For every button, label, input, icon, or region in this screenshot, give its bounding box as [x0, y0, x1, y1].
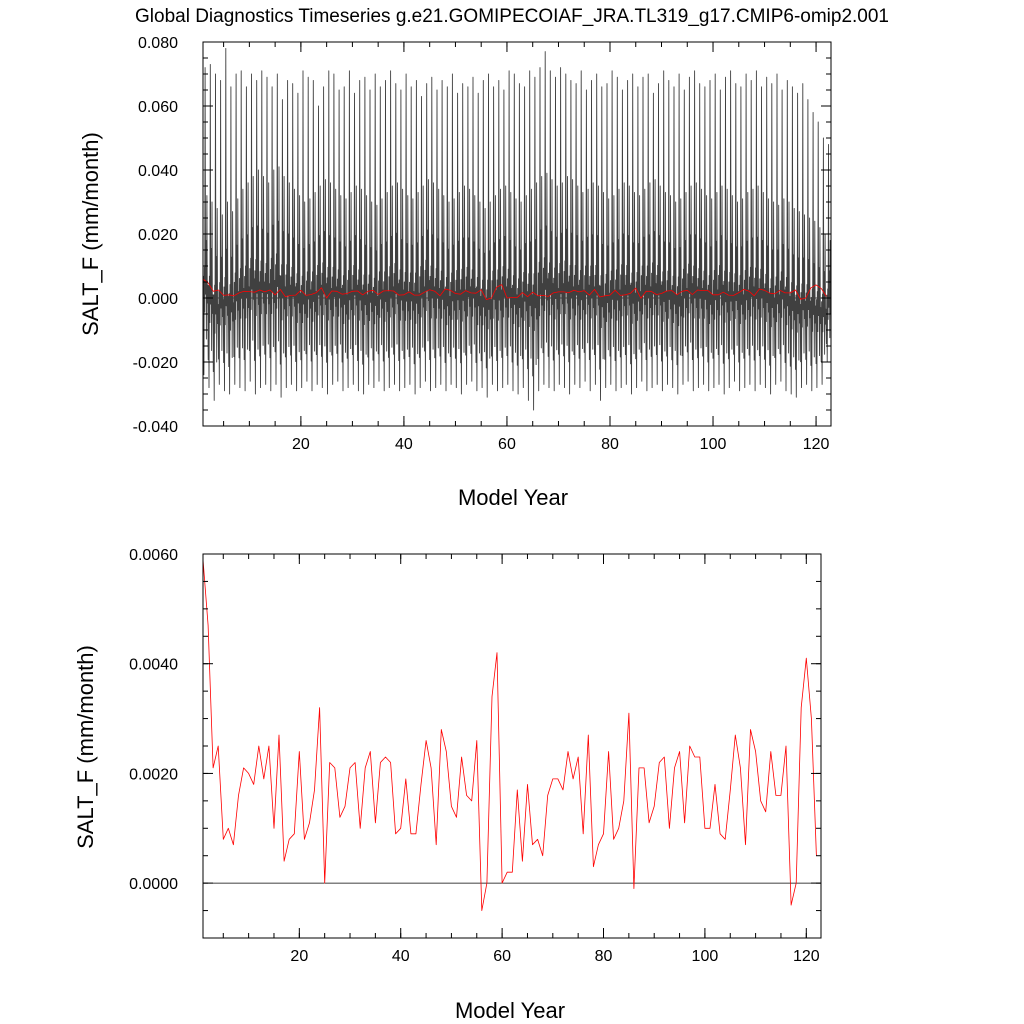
top-x-tick-label: 120 [803, 436, 830, 453]
top-x-tick-label: 40 [395, 436, 413, 453]
page-title: Global Diagnostics Timeseries g.e21.GOMI… [135, 6, 889, 27]
top-annual-series-line [203, 278, 827, 300]
bottom-annual-series-line [203, 559, 817, 911]
bottom-y-axis-title: SALT_F (mm/month) [73, 645, 98, 849]
top-timeseries-panel: 20 40 60 80 100 120 -0.040 -0.020 0.000 0.020 0.04… [78, 35, 832, 510]
bottom-y-tick-label: 0.0000 [129, 876, 178, 893]
bottom-x-tick-label: 40 [392, 948, 410, 965]
bottom-panel-axes: 20 40 60 80 100 120 0.0000 0.0020 0.0040 0.0060 [129, 547, 822, 965]
bottom-x-tick-label: 80 [595, 948, 613, 965]
top-y-tick-label: 0.000 [138, 291, 178, 308]
top-x-tick-label: 100 [700, 436, 727, 453]
top-monthly-series-line [203, 47, 831, 411]
top-y-tick-label: -0.040 [133, 419, 178, 436]
bottom-x-tick-label: 120 [793, 948, 820, 965]
top-y-tick-label: 0.020 [138, 227, 178, 244]
top-y-tick-label: 0.060 [138, 99, 178, 116]
top-panel-axes: 20 40 60 80 100 120 -0.040 -0.020 0.000 0.020 0.04… [133, 35, 832, 453]
top-x-axis-title: Model Year [458, 485, 568, 510]
bottom-y-tick-label: 0.0020 [129, 766, 178, 783]
top-y-tick-label: 0.040 [138, 163, 178, 180]
top-x-tick-label: 80 [601, 436, 619, 453]
top-x-tick-label: 60 [498, 436, 516, 453]
bottom-x-axis-title: Model Year [455, 998, 565, 1023]
top-x-tick-label: 20 [292, 436, 310, 453]
top-panel-marks [203, 47, 831, 411]
bottom-x-tick-label: 100 [692, 948, 719, 965]
bottom-plot-frame [202, 553, 822, 939]
bottom-x-tick-label: 20 [290, 948, 308, 965]
top-y-tick-label: -0.020 [133, 355, 178, 372]
bottom-timeseries-panel: 20 40 60 80 100 120 0.0000 0.0020 0.0040 0.0060 M… [73, 547, 822, 1023]
bottom-y-tick-label: 0.0040 [129, 657, 178, 674]
top-y-axis-title: SALT_F (mm/month) [78, 132, 103, 336]
bottom-panel-marks [203, 559, 821, 911]
bottom-x-tick-label: 60 [493, 948, 511, 965]
bottom-y-tick-label: 0.0060 [129, 547, 178, 564]
top-y-tick-label: 0.080 [138, 35, 178, 52]
